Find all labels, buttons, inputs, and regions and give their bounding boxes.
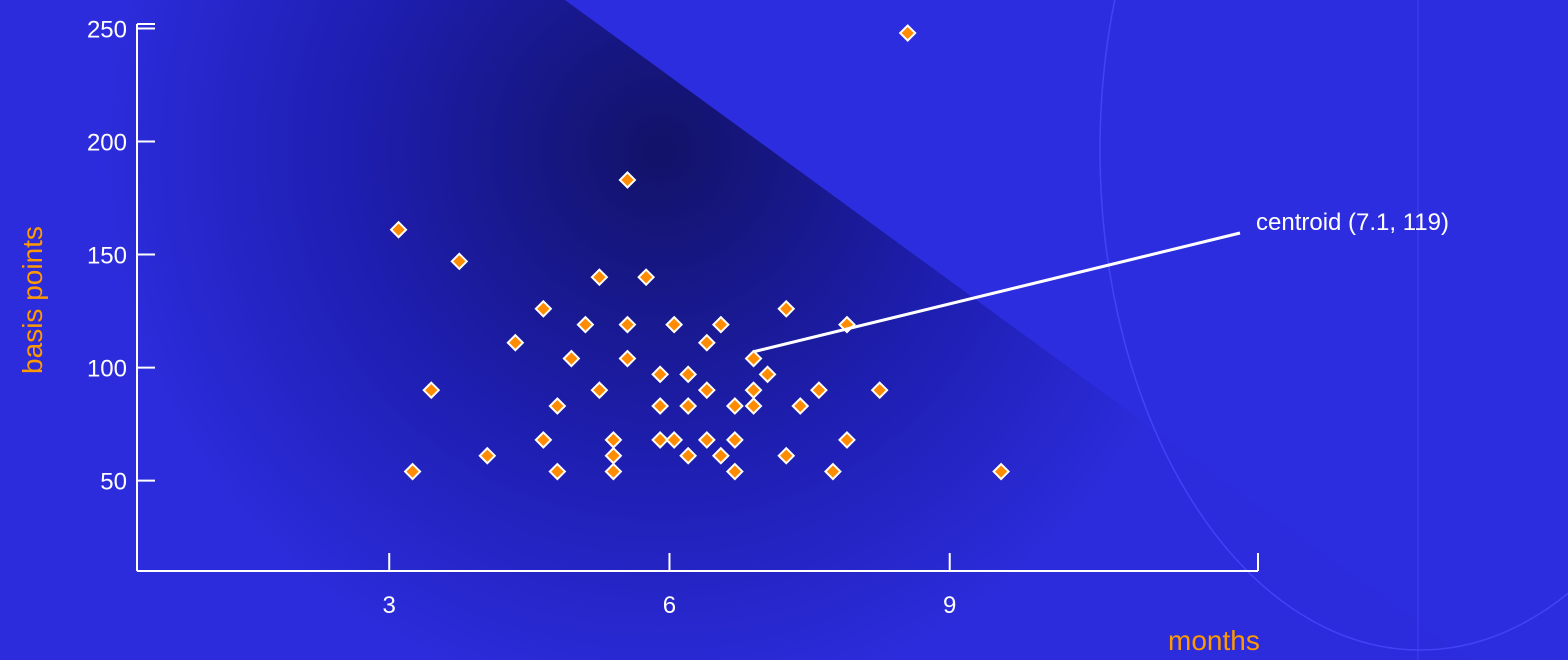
data-point	[744, 397, 763, 415]
data-point	[478, 446, 497, 465]
y-tick-label: 200	[87, 130, 127, 157]
data-point	[590, 268, 609, 287]
annotation-leader-line	[753, 231, 1241, 354]
x-tick-label: 6	[663, 592, 676, 619]
data-point	[711, 446, 730, 465]
data-point	[711, 315, 730, 334]
data-point	[604, 462, 623, 481]
background-shaded-wedge	[0, 0, 1470, 660]
background-right-panel	[565, 0, 1568, 660]
y-tick-label: 150	[87, 243, 127, 270]
data-point	[665, 315, 684, 334]
data-point	[534, 430, 553, 449]
data-point	[651, 430, 670, 449]
data-point	[777, 446, 796, 465]
data-point	[637, 268, 656, 287]
data-point	[697, 333, 716, 352]
data-point	[810, 381, 828, 400]
data-point	[651, 365, 670, 384]
x-tick-label: 9	[943, 592, 956, 619]
data-point	[725, 430, 744, 449]
data-point	[679, 397, 698, 415]
x-axis-label: months	[1168, 625, 1260, 656]
x-tick-label: 3	[383, 592, 396, 619]
data-point	[791, 397, 810, 415]
data-point	[697, 381, 716, 400]
background-arc	[1099, 0, 1568, 651]
data-point	[506, 333, 525, 352]
data-point	[992, 462, 1011, 481]
data-point	[824, 462, 842, 481]
data-point	[777, 299, 796, 318]
data-point	[576, 315, 595, 334]
axes: 3 6 9 50 100 150 200 250	[87, 17, 1259, 619]
data-point	[758, 365, 777, 384]
data-point	[838, 430, 856, 449]
data-point	[870, 381, 889, 400]
data-point	[618, 171, 637, 189]
data-points	[389, 24, 1011, 481]
data-point	[548, 462, 567, 481]
data-point	[651, 397, 670, 415]
annotation-label: centroid (7.1, 119)	[1256, 209, 1449, 236]
data-point	[725, 397, 744, 415]
data-point	[562, 349, 581, 368]
y-tick-label: 50	[100, 469, 127, 496]
data-point	[618, 315, 637, 334]
y-tick-label: 250	[87, 17, 127, 44]
data-point	[898, 24, 917, 42]
data-point	[590, 381, 609, 400]
data-point	[548, 397, 567, 415]
data-point	[403, 462, 422, 481]
data-point	[697, 430, 716, 449]
data-point	[725, 462, 744, 481]
data-point	[679, 446, 698, 465]
y-axis-label: basis points	[17, 226, 48, 374]
y-tick-label: 100	[87, 356, 127, 383]
data-point	[534, 299, 553, 318]
data-point	[450, 252, 469, 271]
data-point	[422, 381, 441, 400]
data-point	[744, 349, 763, 368]
data-point	[665, 430, 684, 449]
annotation: centroid (7.1, 119)	[753, 209, 1449, 354]
data-point	[679, 365, 698, 384]
data-point	[618, 349, 637, 368]
data-point	[389, 220, 408, 239]
